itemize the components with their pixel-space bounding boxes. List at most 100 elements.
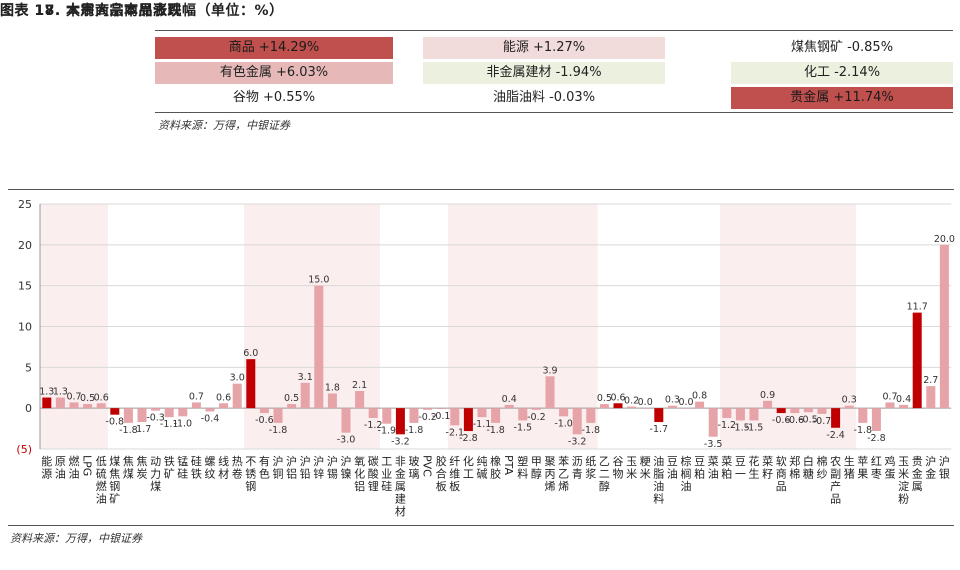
bar-value-label: -1.5 xyxy=(745,422,764,433)
bar-value-label: 0.6 xyxy=(610,392,625,403)
bar xyxy=(681,408,691,409)
x-category-label: 沪锌 xyxy=(313,454,324,481)
x-category-label: 红枣 xyxy=(871,455,882,481)
bar-value-label: -1.9 xyxy=(378,426,397,437)
bar-value-label: 2.7 xyxy=(923,375,938,386)
bar-value-label: -1.8 xyxy=(582,425,601,436)
x-category-label: 软商品 xyxy=(776,454,787,493)
bar xyxy=(300,382,310,409)
x-category-label: 鸡蛋 xyxy=(885,454,896,481)
bar-value-label: 20.0 xyxy=(934,234,955,245)
bar-value-label: -1.8 xyxy=(854,425,873,436)
bar-value-label: -3.2 xyxy=(391,436,410,447)
x-category-label: 沪镍 xyxy=(341,454,352,481)
bar-value-label: -1.7 xyxy=(133,424,152,435)
x-category-label: 生猪 xyxy=(844,454,855,481)
bar xyxy=(287,404,297,409)
bar xyxy=(259,408,269,414)
bar xyxy=(939,244,949,409)
x-category-label: 玉米淀粉 xyxy=(898,455,909,506)
bar xyxy=(817,408,827,414)
bar xyxy=(831,408,841,428)
bar xyxy=(137,408,147,423)
bar xyxy=(763,400,773,409)
bar-value-label: 0.5 xyxy=(80,393,95,404)
bar xyxy=(803,408,813,413)
x-category-label: 谷物 xyxy=(613,455,624,481)
bar xyxy=(708,408,718,437)
x-category-label: 沪银 xyxy=(939,454,950,481)
figure-17-bottom-rule xyxy=(155,112,953,113)
bar xyxy=(885,402,895,409)
x-category-label: 氧化铝 xyxy=(354,454,365,493)
bar xyxy=(491,408,501,423)
x-category-label: 沪锡 xyxy=(327,454,338,481)
figure-18-title: 图表 18. 本周大宗商品涨跌幅（单位：%） xyxy=(0,3,284,19)
bar-value-label: -1.0 xyxy=(174,418,193,429)
bar-value-label: 0.8 xyxy=(692,391,707,402)
bar-value-label: 0.7 xyxy=(189,391,204,402)
bar-value-label: -1.1 xyxy=(473,419,492,430)
summary-cell: 化工 -2.14% xyxy=(731,62,953,84)
x-category-label: 不锈钢 xyxy=(245,455,256,493)
bar xyxy=(858,408,868,423)
x-category-label: PTA xyxy=(502,455,515,475)
bar xyxy=(722,408,732,418)
x-category-label: 苯乙烯 xyxy=(558,454,569,493)
bar-value-label: -0.5 xyxy=(799,414,818,425)
summary-cell: 非金属建材 -1.94% xyxy=(423,62,665,84)
bar-value-label: -1.5 xyxy=(514,422,533,433)
x-category-label: 聚丙烯 xyxy=(545,455,556,493)
bar-value-label: 0.6 xyxy=(94,392,109,403)
bar-value-label: -3.2 xyxy=(568,436,587,447)
bar xyxy=(627,406,637,409)
y-tick-label: (5) xyxy=(16,443,32,456)
bar xyxy=(382,408,392,424)
x-category-label: 纯碱 xyxy=(477,455,488,481)
bar xyxy=(926,386,936,409)
bar-value-label: 3.1 xyxy=(298,372,313,383)
bar-value-label: -1.8 xyxy=(486,425,505,436)
y-tick-label: 20 xyxy=(18,239,32,252)
bar xyxy=(450,408,460,426)
x-category-label: 能源 xyxy=(41,454,52,481)
summary-cell: 商品 +14.29% xyxy=(155,37,393,59)
x-category-label: 粳米 xyxy=(640,454,651,481)
x-category-label: 有色 xyxy=(259,454,270,481)
bar-value-label: 15.0 xyxy=(308,275,329,286)
x-category-label: 纤维板 xyxy=(449,455,460,493)
bar xyxy=(654,408,664,423)
bar-value-label: 0.3 xyxy=(842,395,857,406)
bar-value-label: -0.2 xyxy=(418,412,437,423)
bar-value-label: -2.8 xyxy=(459,433,478,444)
bar-value-label: -1.8 xyxy=(405,425,424,436)
bar-value-label: -0.6 xyxy=(786,415,805,426)
bar xyxy=(572,408,582,435)
bar-value-label: -1.0 xyxy=(554,418,573,429)
bar-value-label: 0.3 xyxy=(665,395,680,406)
figure-17-top-rule xyxy=(155,30,953,31)
bar-value-label: 3.0 xyxy=(230,373,245,384)
x-category-label: 动力煤 xyxy=(150,455,161,493)
summary-cell: 能源 +1.27% xyxy=(423,37,665,59)
x-category-label: 沪金 xyxy=(925,454,936,481)
bar-value-label: -1.8 xyxy=(119,425,138,436)
bar xyxy=(518,408,528,421)
figure-17-source: 资料来源：万得，中银证券 xyxy=(158,119,290,132)
bar-value-label: -1.5 xyxy=(731,422,750,433)
bar xyxy=(96,403,106,409)
y-tick-label: 5 xyxy=(25,361,32,374)
bar xyxy=(219,403,229,409)
bar xyxy=(314,285,324,409)
bar-value-label: 0.6 xyxy=(216,392,231,403)
bar-value-label: 1.3 xyxy=(39,387,54,398)
x-category-label: 甲醇 xyxy=(531,455,542,481)
bar-value-label: -0.6 xyxy=(255,415,274,426)
bar xyxy=(110,408,120,415)
bar-value-label: 1.8 xyxy=(325,382,340,393)
bar-value-label: 2.1 xyxy=(352,380,367,391)
bar-value-label: 3.9 xyxy=(542,365,557,376)
x-category-label: 豆一 xyxy=(735,455,746,481)
bar-value-label: -1.8 xyxy=(269,425,288,436)
bar-value-label: -2.8 xyxy=(867,433,886,444)
